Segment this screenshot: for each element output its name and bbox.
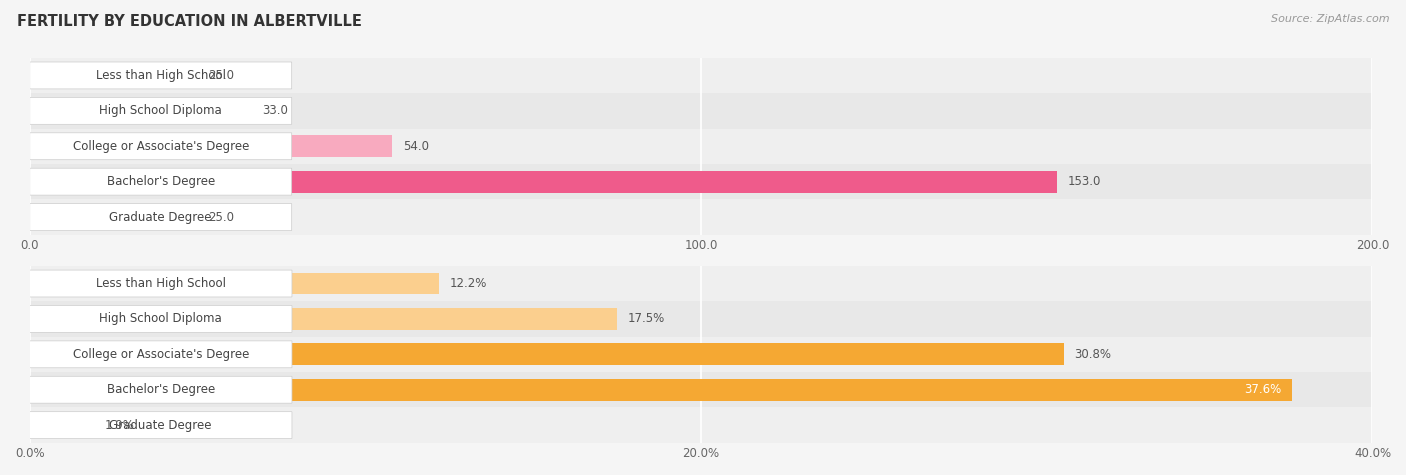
Bar (30, 129, 1372, 164)
FancyBboxPatch shape (30, 341, 292, 368)
Text: 12.2%: 12.2% (450, 277, 488, 290)
FancyBboxPatch shape (30, 168, 291, 195)
Text: High School Diploma: High School Diploma (100, 313, 222, 325)
Text: 25.0: 25.0 (208, 69, 235, 82)
FancyBboxPatch shape (30, 305, 292, 332)
Text: FERTILITY BY EDUCATION IN ALBERTVILLE: FERTILITY BY EDUCATION IN ALBERTVILLE (17, 14, 361, 29)
Bar (30, 414, 94, 436)
Bar (30, 337, 1372, 372)
Bar (30, 200, 1372, 235)
Bar (30, 100, 252, 122)
Bar (30, 308, 617, 330)
Text: 17.5%: 17.5% (628, 313, 665, 325)
Text: 25.0: 25.0 (208, 210, 235, 224)
Bar (30, 206, 198, 228)
Text: 37.6%: 37.6% (1244, 383, 1281, 396)
Text: 30.8%: 30.8% (1074, 348, 1111, 361)
Bar (30, 408, 1372, 443)
Text: 1.9%: 1.9% (104, 418, 134, 432)
Bar (30, 164, 1372, 200)
Bar (30, 93, 1372, 129)
Bar (30, 379, 1292, 401)
Bar (30, 58, 1372, 93)
FancyBboxPatch shape (30, 97, 291, 124)
Text: 33.0: 33.0 (262, 104, 288, 117)
FancyBboxPatch shape (30, 133, 291, 160)
Text: Graduate Degree: Graduate Degree (110, 210, 212, 224)
Text: Bachelor's Degree: Bachelor's Degree (107, 175, 215, 188)
Text: College or Associate's Degree: College or Associate's Degree (73, 140, 249, 153)
Bar (30, 171, 1057, 193)
Text: 54.0: 54.0 (404, 140, 429, 153)
FancyBboxPatch shape (30, 412, 292, 438)
Bar (30, 273, 439, 294)
Bar (30, 65, 198, 86)
Text: Source: ZipAtlas.com: Source: ZipAtlas.com (1271, 14, 1389, 24)
FancyBboxPatch shape (30, 62, 291, 89)
FancyBboxPatch shape (30, 204, 291, 230)
Text: High School Diploma: High School Diploma (100, 104, 222, 117)
Text: Less than High School: Less than High School (96, 277, 226, 290)
Bar (30, 301, 1372, 337)
Text: 153.0: 153.0 (1067, 175, 1101, 188)
Text: Less than High School: Less than High School (96, 69, 226, 82)
Text: Bachelor's Degree: Bachelor's Degree (107, 383, 215, 396)
Bar (30, 135, 392, 157)
Text: College or Associate's Degree: College or Associate's Degree (73, 348, 249, 361)
Text: Graduate Degree: Graduate Degree (110, 418, 212, 432)
FancyBboxPatch shape (30, 376, 292, 403)
FancyBboxPatch shape (30, 270, 292, 297)
Bar (30, 343, 1063, 365)
Bar (30, 372, 1372, 408)
Bar (30, 266, 1372, 301)
